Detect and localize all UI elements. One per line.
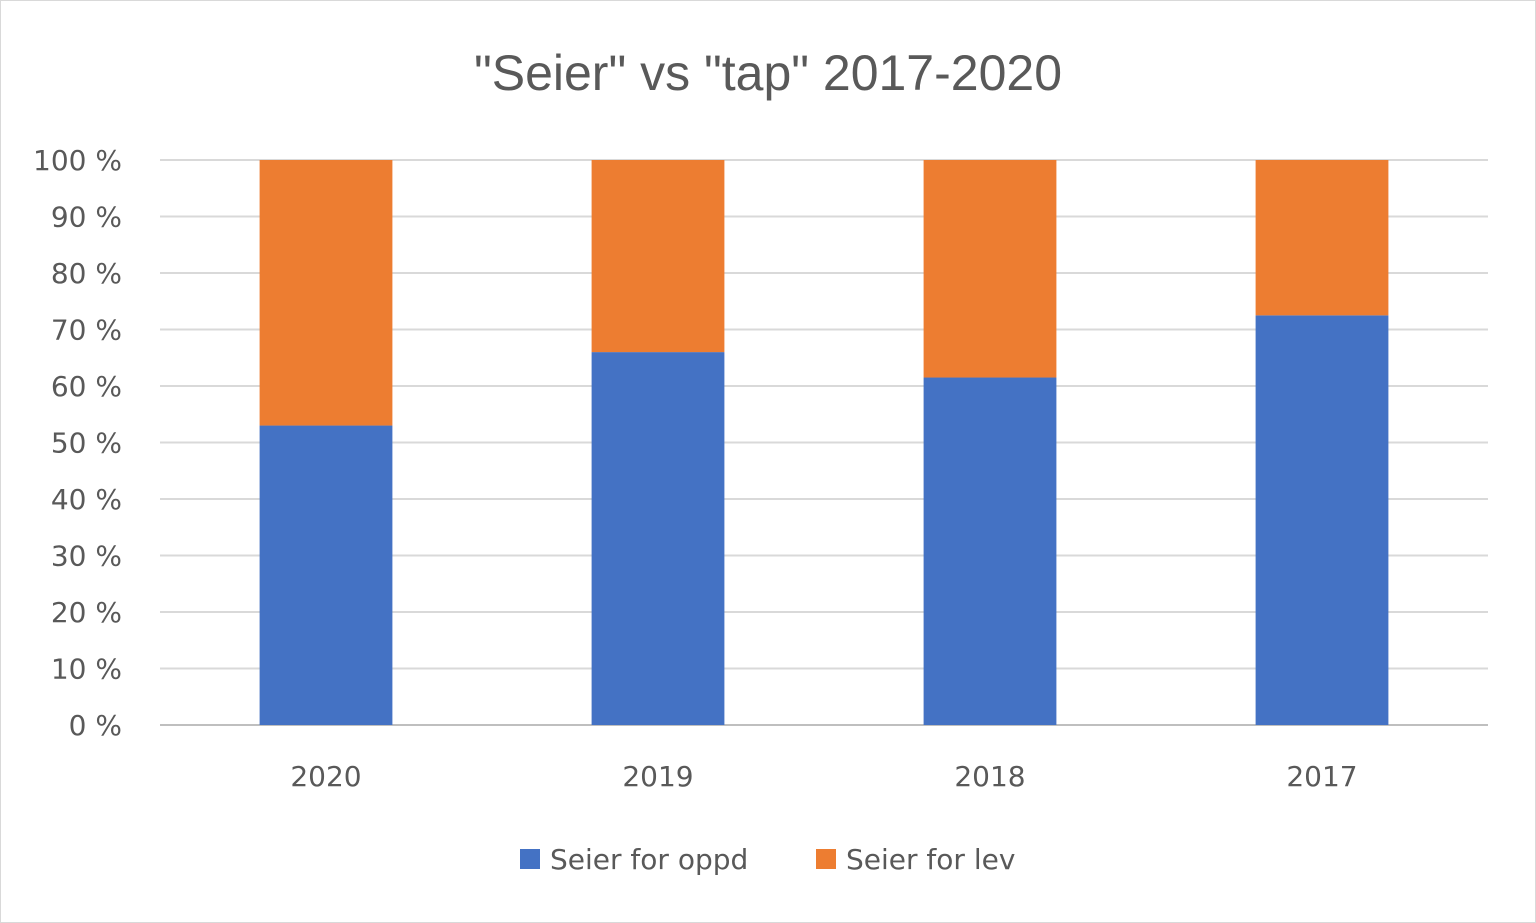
x-tick-label: 2019 <box>622 760 693 793</box>
bar-segment <box>591 352 725 725</box>
y-tick-label: 30 % <box>51 540 122 573</box>
legend: Seier for oppd Seier for lev <box>520 843 1015 876</box>
bar-segment <box>923 160 1057 378</box>
bar-segment <box>1255 315 1389 725</box>
y-axis-ticks: 0 % 10 % 20 % 30 % 40 % 50 % 60 % 70 % 80 % 90 % 1… <box>33 144 122 742</box>
bar-segment <box>259 425 393 725</box>
bar-segment <box>259 160 393 426</box>
y-tick-label: 80 % <box>51 257 122 290</box>
y-tick-label: 10 % <box>51 653 122 686</box>
y-tick-label: 70 % <box>51 314 122 347</box>
bar-segment <box>591 160 725 353</box>
x-axis-ticks: 2020 2019 2018 2017 <box>290 760 1357 793</box>
chart-title: "Seier" vs "tap" 2017-2020 <box>474 45 1062 101</box>
legend-label: Seier for lev <box>846 843 1015 876</box>
bars <box>259 160 1389 725</box>
y-tick-label: 90 % <box>51 201 122 234</box>
x-tick-label: 2017 <box>1286 760 1357 793</box>
legend-label: Seier for oppd <box>550 843 748 876</box>
x-tick-label: 2018 <box>954 760 1025 793</box>
y-tick-label: 60 % <box>51 370 122 403</box>
bar-segment <box>923 377 1057 725</box>
y-tick-label: 0 % <box>69 709 122 742</box>
legend-swatch <box>520 849 540 869</box>
x-tick-label: 2020 <box>290 760 361 793</box>
bar-segment <box>1255 160 1389 316</box>
y-tick-label: 100 % <box>33 144 122 177</box>
legend-swatch <box>816 849 836 869</box>
y-tick-label: 40 % <box>51 483 122 516</box>
y-tick-label: 20 % <box>51 596 122 629</box>
y-tick-label: 50 % <box>51 427 122 460</box>
